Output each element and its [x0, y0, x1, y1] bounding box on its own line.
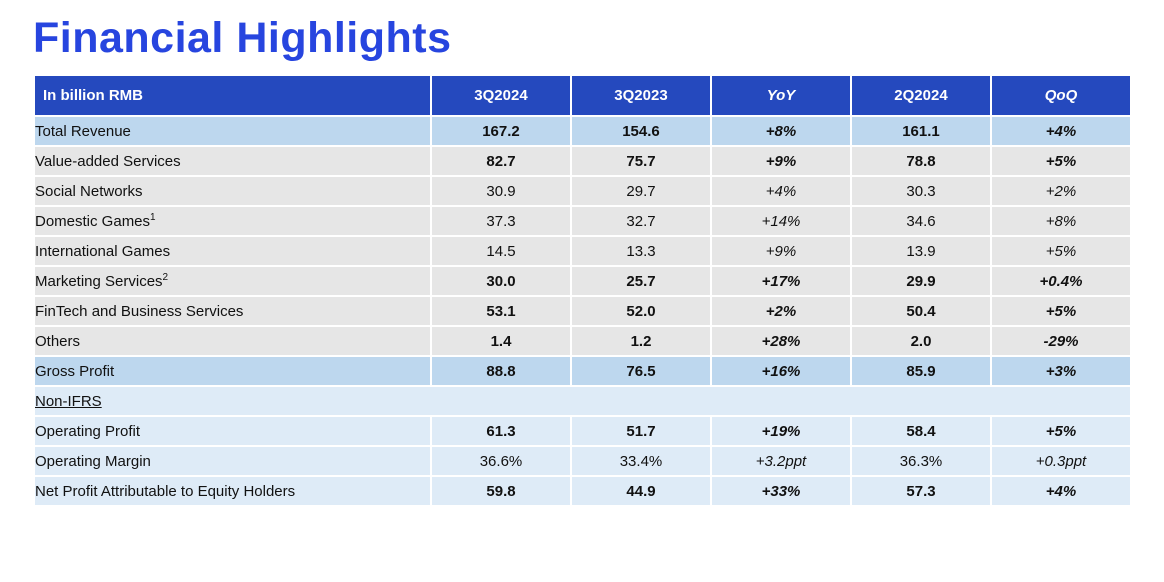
- row-value: +33%: [710, 475, 852, 508]
- row-value: 44.9: [570, 475, 712, 508]
- financial-highlights-table: In billion RMB 3Q2024 3Q2023 YoY 2Q2024 …: [33, 74, 1132, 508]
- row-value: +0.4%: [990, 265, 1132, 298]
- header-cell-qoq: QoQ: [990, 74, 1132, 118]
- row-value: +19%: [710, 415, 852, 448]
- row-value: 29.9: [850, 265, 992, 298]
- table-row: International Games 14.5 13.3 +9% 13.9 +5%: [33, 235, 1132, 268]
- row-value: 61.3: [430, 415, 572, 448]
- table-row: Domestic Games1 37.3 32.7 +14% 34.6 +8%: [33, 205, 1132, 238]
- row-value: +16%: [710, 355, 852, 388]
- row-value: 30.3: [850, 175, 992, 208]
- table-row: Social Networks 30.9 29.7 +4% 30.3 +2%: [33, 175, 1132, 208]
- slide: Financial Highlights In billion RMB 3Q20…: [33, 14, 1132, 508]
- row-value: 59.8: [430, 475, 572, 508]
- row-value: +4%: [990, 115, 1132, 148]
- row-label: FinTech and Business Services: [33, 295, 432, 328]
- row-value: 1.4: [430, 325, 572, 358]
- row-value: 52.0: [570, 295, 712, 328]
- row-value: +5%: [990, 295, 1132, 328]
- row-value: 25.7: [570, 265, 712, 298]
- row-value: +3%: [990, 355, 1132, 388]
- row-value: 88.8: [430, 355, 572, 388]
- row-value: 32.7: [570, 205, 712, 238]
- row-value: +28%: [710, 325, 852, 358]
- row-value: +5%: [990, 415, 1132, 448]
- row-value: +14%: [710, 205, 852, 238]
- table-row: Operating Profit 61.3 51.7 +19% 58.4 +5%: [33, 415, 1132, 448]
- row-value: +8%: [710, 115, 852, 148]
- row-value: 13.9: [850, 235, 992, 268]
- row-value: 29.7: [570, 175, 712, 208]
- table-header-row: In billion RMB 3Q2024 3Q2023 YoY 2Q2024 …: [33, 74, 1132, 118]
- row-value: 30.0: [430, 265, 572, 298]
- table-row: Operating Margin 36.6% 33.4% +3.2ppt 36.3% +0…: [33, 445, 1132, 478]
- footnote-marker: 1: [150, 211, 156, 223]
- row-label: International Games: [33, 235, 432, 268]
- row-value: +9%: [710, 145, 852, 178]
- table-row: FinTech and Business Services 53.1 52.0 +2%…: [33, 295, 1132, 328]
- row-value: 51.7: [570, 415, 712, 448]
- row-value: 36.6%: [430, 445, 572, 478]
- row-value: +0.3ppt: [990, 445, 1132, 478]
- row-label: Operating Profit: [33, 415, 432, 448]
- row-label: Domestic Games1: [33, 205, 432, 238]
- row-value: 13.3: [570, 235, 712, 268]
- row-label: Marketing Services2: [33, 265, 432, 298]
- row-value: +17%: [710, 265, 852, 298]
- row-label: Social Networks: [33, 175, 432, 208]
- row-value: 33.4%: [570, 445, 712, 478]
- row-value: 2.0: [850, 325, 992, 358]
- row-value: +8%: [990, 205, 1132, 238]
- row-value: 82.7: [430, 145, 572, 178]
- row-value: 75.7: [570, 145, 712, 178]
- header-cell-3q2023: 3Q2023: [570, 74, 712, 118]
- row-label: Operating Margin: [33, 445, 432, 478]
- header-cell-metric: In billion RMB: [33, 74, 432, 118]
- row-value: +9%: [710, 235, 852, 268]
- row-value: +4%: [710, 175, 852, 208]
- header-cell-2q2024: 2Q2024: [850, 74, 992, 118]
- header-cell-3q2024: 3Q2024: [430, 74, 572, 118]
- row-value: +5%: [990, 145, 1132, 178]
- row-value: +5%: [990, 235, 1132, 268]
- table-body: Total Revenue 167.2 154.6 +8% 161.1 +4% Value-…: [33, 115, 1132, 508]
- row-value: 1.2: [570, 325, 712, 358]
- row-label: Others: [33, 325, 432, 358]
- row-value: 36.3%: [850, 445, 992, 478]
- table-row: Net Profit Attributable to Equity Holder…: [33, 475, 1132, 508]
- row-value: +2%: [990, 175, 1132, 208]
- table-row: Others 1.4 1.2 +28% 2.0 -29%: [33, 325, 1132, 358]
- row-value: +4%: [990, 475, 1132, 508]
- row-label: Total Revenue: [33, 115, 432, 148]
- table-row: Gross Profit 88.8 76.5 +16% 85.9 +3%: [33, 355, 1132, 388]
- row-value: 167.2: [430, 115, 572, 148]
- row-value: 161.1: [850, 115, 992, 148]
- table-row: Non-IFRS: [33, 385, 1132, 418]
- row-label: Value-added Services: [33, 145, 432, 178]
- row-value: +2%: [710, 295, 852, 328]
- row-value: 85.9: [850, 355, 992, 388]
- row-value: 50.4: [850, 295, 992, 328]
- footnote-marker: 2: [162, 271, 169, 283]
- row-label: Non-IFRS: [33, 385, 1132, 418]
- row-value: 14.5: [430, 235, 572, 268]
- row-value: 76.5: [570, 355, 712, 388]
- row-label: Net Profit Attributable to Equity Holder…: [33, 475, 432, 508]
- table-row: Value-added Services 82.7 75.7 +9% 78.8 +5%: [33, 145, 1132, 178]
- page-title: Financial Highlights: [33, 14, 452, 62]
- header-cell-yoy: YoY: [710, 74, 852, 118]
- row-value: 53.1: [430, 295, 572, 328]
- row-value: 58.4: [850, 415, 992, 448]
- row-value: 57.3: [850, 475, 992, 508]
- row-value: 37.3: [430, 205, 572, 238]
- row-value: 30.9: [430, 175, 572, 208]
- row-value: +3.2ppt: [710, 445, 852, 478]
- row-value: 78.8: [850, 145, 992, 178]
- row-value: 154.6: [570, 115, 712, 148]
- row-label: Gross Profit: [33, 355, 432, 388]
- table-row: Marketing Services2 30.0 25.7 +17% 29.9 +0.4%: [33, 265, 1132, 298]
- row-value: -29%: [990, 325, 1132, 358]
- row-value: 34.6: [850, 205, 992, 238]
- table-row: Total Revenue 167.2 154.6 +8% 161.1 +4%: [33, 115, 1132, 148]
